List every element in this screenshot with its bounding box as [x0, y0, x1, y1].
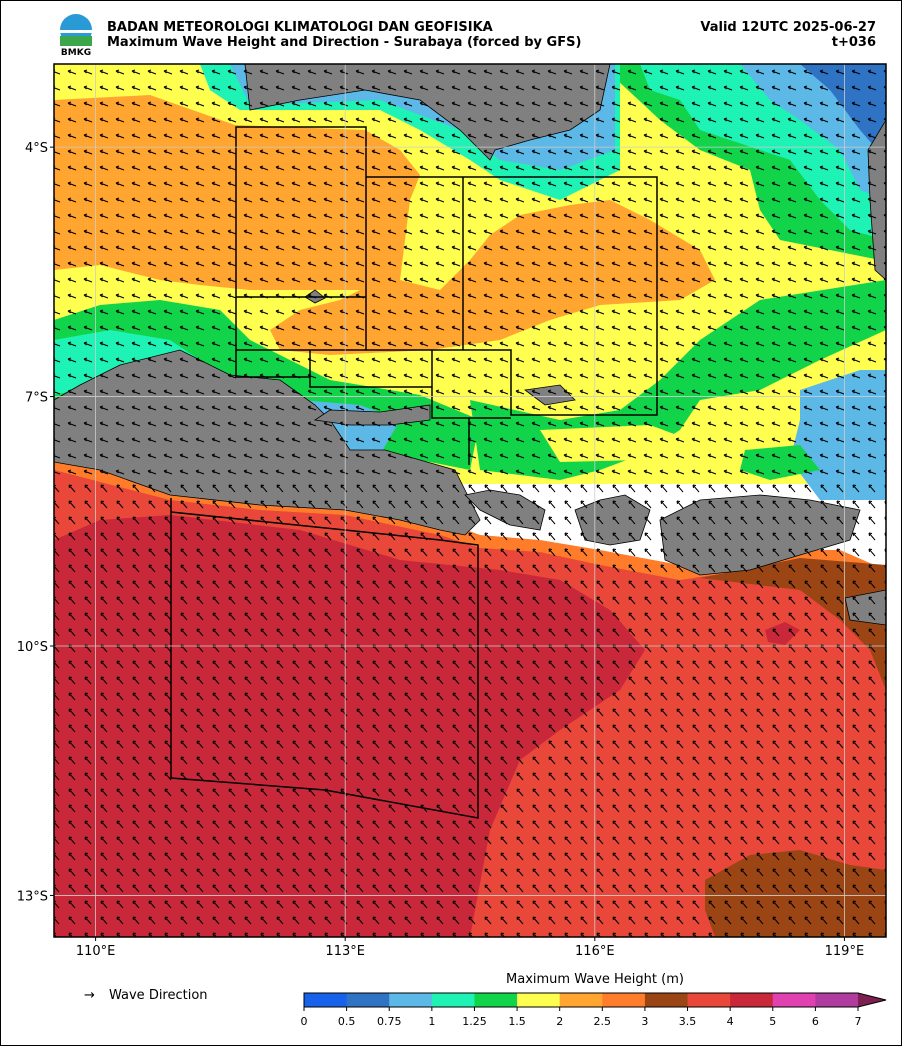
- colorbar-tick-label: 2: [556, 1015, 563, 1028]
- colorbar-segment: [389, 993, 433, 1007]
- x-tick-label: 119°E: [825, 944, 865, 959]
- logo: BMKG: [60, 14, 92, 58]
- colorbar-segment: [559, 993, 603, 1007]
- colorbar-segment: [772, 993, 816, 1007]
- colorbar-segment: [644, 993, 689, 1007]
- colorbar-tick-label: 3.5: [679, 1015, 697, 1028]
- colorbar-tick-label: 0: [301, 1015, 308, 1028]
- x-tick-label: 113°E: [325, 944, 365, 959]
- lead-time: t+036: [832, 35, 876, 50]
- colorbar-segment: [431, 993, 475, 1007]
- colorbar-tick-label: 7: [855, 1015, 862, 1028]
- colorbar-tick-label: 4: [727, 1015, 734, 1028]
- colorbar-tick-label: 5: [769, 1015, 776, 1028]
- y-tick-label: 7°S: [25, 391, 48, 406]
- colorbar-segment: [815, 993, 859, 1007]
- logo-text: BMKG: [61, 48, 91, 58]
- x-tick-label: 116°E: [575, 944, 615, 959]
- y-tick-label: 13°S: [17, 889, 48, 904]
- colorbar-segment: [474, 993, 518, 1007]
- colorbar-tick-label: 1: [428, 1015, 435, 1028]
- x-tick-label: 110°E: [76, 944, 116, 959]
- colorbar-title: Maximum Wave Height (m): [506, 972, 684, 987]
- map: [54, 64, 886, 937]
- colorbar-segment: [687, 993, 731, 1007]
- title: Maximum Wave Height and Direction - Sura…: [107, 35, 581, 50]
- colorbar-tick-label: 0.5: [338, 1015, 356, 1028]
- colorbar-tick-label: 3: [641, 1015, 648, 1028]
- legend-symbol: →: [84, 988, 95, 1003]
- colorbar-segment: [602, 993, 646, 1007]
- colorbar-tick-label: 0.75: [377, 1015, 402, 1028]
- colorbar-extension: [858, 993, 886, 1007]
- colorbar-tick-label: 1.5: [508, 1015, 526, 1028]
- map-frame: [53, 63, 887, 938]
- colorbar-tick-label: 1.25: [462, 1015, 487, 1028]
- colorbar-outline: [303, 992, 887, 1008]
- colorbar-segment: [304, 993, 348, 1007]
- colorbar-segment: [730, 993, 774, 1007]
- legend-label: Wave Direction: [109, 988, 208, 1003]
- colorbar-segment: [517, 993, 561, 1007]
- y-tick-label: 10°S: [17, 640, 48, 655]
- colorbar-segment: [346, 993, 390, 1007]
- agency: BADAN METEOROLOGI KLIMATOLOGI DAN GEOFIS…: [107, 20, 493, 35]
- valid-time: Valid 12UTC 2025-06-27: [700, 20, 876, 35]
- colorbar-tick-label: 6: [812, 1015, 819, 1028]
- y-tick-label: 4°S: [25, 141, 48, 156]
- colorbar-tick-label: 2.5: [594, 1015, 612, 1028]
